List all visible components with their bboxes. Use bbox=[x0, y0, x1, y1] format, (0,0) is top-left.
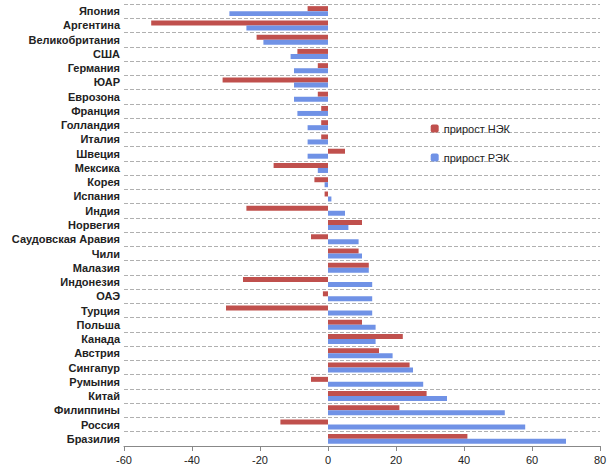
svg-text:Япония: Япония bbox=[79, 5, 120, 17]
svg-text:Польша: Польша bbox=[77, 319, 121, 331]
svg-text:Германия: Германия bbox=[68, 62, 120, 74]
svg-text:-60: -60 bbox=[116, 454, 132, 466]
svg-text:Канада: Канада bbox=[81, 333, 121, 345]
svg-text:Австрия: Австрия bbox=[74, 347, 120, 359]
svg-text:0: 0 bbox=[325, 454, 331, 466]
svg-text:Румыния: Румыния bbox=[69, 376, 120, 388]
svg-text:США: США bbox=[93, 48, 120, 60]
svg-text:прирост РЭК: прирост РЭК bbox=[444, 152, 510, 164]
svg-text:Филиппины: Филиппины bbox=[54, 404, 120, 416]
svg-text:Сингапур: Сингапур bbox=[69, 362, 121, 374]
svg-text:Индонезия: Индонезия bbox=[60, 276, 120, 288]
svg-text:Швеция: Швеция bbox=[76, 148, 120, 160]
svg-text:Корея: Корея bbox=[87, 176, 120, 188]
svg-text:Испания: Испания bbox=[73, 190, 120, 202]
svg-text:60: 60 bbox=[526, 454, 538, 466]
svg-text:Малазия: Малазия bbox=[73, 262, 120, 274]
svg-text:80: 80 bbox=[594, 454, 606, 466]
svg-text:20: 20 bbox=[390, 454, 402, 466]
svg-text:Италия: Италия bbox=[80, 133, 120, 145]
svg-text:Франция: Франция bbox=[71, 105, 120, 117]
svg-text:40: 40 bbox=[458, 454, 470, 466]
svg-text:Мексика: Мексика bbox=[75, 162, 121, 174]
svg-text:Норвегия: Норвегия bbox=[68, 219, 120, 231]
svg-text:прирост НЭК: прирост НЭК bbox=[444, 123, 511, 135]
svg-text:Китай: Китай bbox=[88, 390, 120, 402]
svg-text:Россия: Россия bbox=[81, 419, 120, 431]
svg-text:-20: -20 bbox=[252, 454, 268, 466]
svg-text:Саудовская Аравия: Саудовская Аравия bbox=[12, 233, 120, 245]
svg-text:Еврозона: Еврозона bbox=[68, 91, 121, 103]
svg-text:-40: -40 bbox=[184, 454, 200, 466]
svg-text:Турция: Турция bbox=[81, 305, 120, 317]
svg-text:Голландия: Голландия bbox=[61, 119, 120, 131]
svg-text:Индия: Индия bbox=[85, 205, 120, 217]
svg-text:ЮАР: ЮАР bbox=[94, 76, 120, 88]
svg-text:Великобритания: Великобритания bbox=[29, 34, 121, 46]
svg-text:ОАЭ: ОАЭ bbox=[96, 290, 120, 302]
svg-text:Чили: Чили bbox=[92, 248, 120, 260]
svg-text:Бразилия: Бразилия bbox=[67, 433, 120, 445]
svg-text:Аргентина: Аргентина bbox=[63, 19, 121, 31]
